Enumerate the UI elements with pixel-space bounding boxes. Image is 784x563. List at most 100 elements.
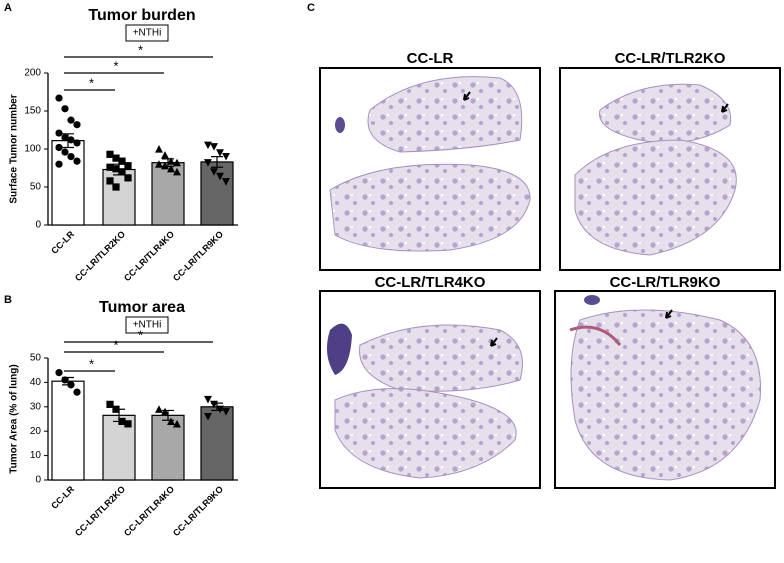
annotation-box [125, 316, 169, 334]
data-point [67, 116, 75, 124]
image-title: CC-LR/TLR4KO [375, 274, 486, 291]
x-tick-label: CC-LR/TLR2KO [73, 484, 127, 538]
y-tick-label: 0 [35, 220, 41, 231]
data-point [167, 164, 175, 173]
bar [200, 406, 234, 481]
tissue [584, 295, 600, 305]
panel-label: C [307, 2, 315, 14]
y-tick-label: 100 [24, 144, 41, 155]
significance-label: * [138, 327, 143, 342]
data-point [112, 183, 120, 191]
x-tick-label: CC-LR/TLR4KO [122, 229, 176, 283]
y-tick-label: 200 [24, 68, 41, 79]
y-tick-label: 40 [30, 377, 42, 388]
tissue [329, 163, 531, 252]
data-point [222, 178, 230, 186]
data-point [216, 405, 224, 414]
data-point [155, 405, 163, 413]
image-title: CC-LR [407, 50, 454, 67]
x-tick-label: CC-LR [49, 484, 76, 511]
bar [200, 161, 234, 226]
histology-panel: CC-LR CC-LR/TLR2KO CC-LR/TLR4KO CC-LR/TL… [319, 50, 781, 489]
data-point [124, 174, 132, 182]
y-tick-label: 30 [30, 401, 42, 412]
annotation: +NTHi [133, 320, 162, 331]
data-point [106, 177, 114, 185]
data-point [106, 163, 114, 171]
data-point [173, 419, 181, 428]
tissue [359, 324, 523, 392]
data-point [106, 400, 114, 408]
data-point [55, 160, 63, 168]
data-point [210, 143, 218, 151]
y-tick-label: 20 [30, 426, 42, 437]
y-tick-label: 10 [30, 450, 42, 461]
data-point [67, 381, 75, 389]
bar [51, 380, 85, 481]
data-point [55, 143, 63, 152]
data-point [222, 408, 230, 416]
data-point [73, 388, 81, 396]
data-point [124, 420, 132, 428]
significance-label: * [113, 58, 118, 73]
data-point [167, 417, 175, 426]
x-tick-label: CC-LR/TLR2KO [73, 229, 127, 283]
data-point [67, 153, 75, 161]
data-point [204, 412, 212, 421]
significance-label: * [89, 75, 94, 90]
data-point [118, 417, 126, 426]
data-point [73, 121, 81, 129]
data-point [216, 149, 224, 157]
data-point [55, 129, 63, 137]
data-point [61, 148, 69, 156]
y-tick-label: 150 [24, 106, 41, 117]
tissue [574, 139, 737, 256]
data-point [55, 94, 63, 102]
data-point [161, 161, 169, 170]
data-point [167, 157, 175, 165]
data-point [112, 165, 120, 173]
data-point [61, 134, 69, 142]
arrow [665, 309, 673, 319]
data-point [155, 160, 163, 168]
tissue [334, 388, 517, 479]
image-title: CC-LR/TLR2KO [615, 50, 726, 67]
tissue [569, 325, 622, 346]
data-point [112, 405, 120, 413]
data-point [55, 369, 63, 377]
x-tick-label: CC-LR/TLR9KO [171, 484, 225, 538]
significance-label: * [89, 356, 94, 371]
data-point [155, 145, 163, 153]
tissue [570, 309, 761, 481]
y-axis-label: Tumor Area (% of lung) [9, 364, 20, 473]
data-point [173, 158, 181, 167]
y-tick-label: 50 [30, 182, 42, 193]
x-tick-label: CC-LR [49, 229, 76, 256]
data-point [173, 167, 181, 176]
data-point [124, 162, 132, 170]
data-point [210, 400, 218, 409]
y-tick-label: 50 [30, 353, 42, 364]
error-bar [211, 156, 223, 168]
significance-label: * [113, 337, 118, 352]
arrow [463, 91, 471, 101]
annotation-box [125, 24, 169, 42]
y-axis-label: Surface Tumor number [9, 94, 20, 203]
x-tick-label: CC-LR/TLR4KO [122, 484, 176, 538]
data-point [216, 172, 224, 181]
data-point [73, 139, 81, 147]
chart-title: Tumor area [99, 299, 185, 316]
data-point [118, 168, 126, 176]
data-point [67, 136, 75, 144]
data-point [73, 157, 81, 165]
data-point [210, 168, 218, 176]
data-point [61, 105, 69, 113]
data-point [106, 150, 114, 158]
y-tick-label: 0 [35, 475, 41, 486]
data-point [204, 159, 212, 167]
image-title: CC-LR/TLR9KO [610, 274, 721, 291]
arrow [490, 337, 498, 347]
annotation: +NTHi [133, 28, 162, 39]
tissue [326, 323, 352, 375]
